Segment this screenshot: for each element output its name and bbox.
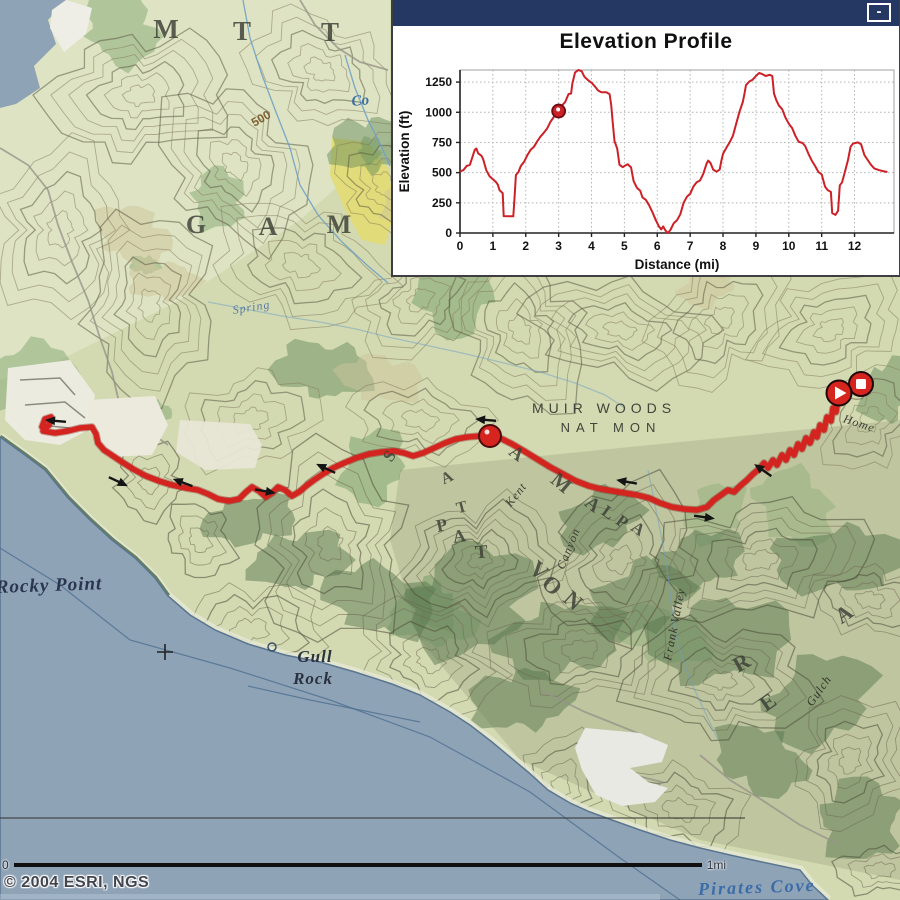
svg-text:G: G [186,210,206,239]
svg-text:9: 9 [753,239,760,253]
svg-text:11: 11 [815,239,828,253]
direction-arrow [316,463,336,474]
svg-text:1: 1 [490,239,497,253]
svg-text:12: 12 [848,239,862,253]
scale-bar-zero-label: 0 [2,858,9,872]
svg-text:T: T [474,541,489,563]
map-edge-strip [0,894,660,900]
svg-text:4: 4 [588,239,595,253]
chart-axes [459,70,894,234]
scale-bar: 0 1mi [2,858,726,872]
beach [50,0,92,52]
scale-bar-mile-label: 1mi [706,858,727,872]
depth-contours [0,547,681,900]
gull-rock-islet [267,642,277,652]
svg-text:10: 10 [782,239,796,253]
chart-title: Elevation Profile [559,30,733,53]
highland-light-area [0,0,390,380]
svg-text:500: 500 [432,166,452,180]
x-axis-label: Distance (mi) [635,257,720,272]
end-marker[interactable] [848,371,874,397]
svg-text:A: A [259,212,278,241]
svg-text:6: 6 [654,239,661,253]
direction-arrow [172,478,193,488]
svg-text:7: 7 [687,239,694,253]
svg-text:P: P [434,514,449,536]
chart-position-marker[interactable] [551,103,567,119]
y-axis-label: Elevation (ft) [397,111,412,193]
map-label-rocky-point: Rocky Point [0,573,103,598]
bay-water [0,0,66,108]
elevation-profile-panel: - Elevation Profile 0 1 2 3 4 5 6 7 8 9 10 11 12 0 250… [391,0,900,277]
stop-icon [856,379,866,389]
svg-text:M: M [153,14,178,44]
svg-text:2: 2 [522,239,529,253]
svg-text:M: M [327,210,352,239]
svg-text:0: 0 [445,226,452,240]
svg-text:8: 8 [720,239,727,253]
direction-arrow [754,464,773,478]
direction-arrow [693,512,715,522]
start-marker[interactable] [825,379,853,407]
ocean [0,436,830,900]
svg-text:T: T [321,17,339,47]
svg-text:5: 5 [621,239,628,253]
direction-arrow [254,486,276,496]
svg-text:1250: 1250 [425,75,452,89]
scale-bar-line [13,863,702,867]
direction-arrow [45,416,67,426]
graticule-cross [157,644,173,660]
map-label-creek-co: Co [351,92,370,110]
map-label-nat-mon: NAT MON [561,420,662,435]
map-label-muir-woods: MUIR WOODS [532,400,676,416]
waypoint-marker[interactable] [478,424,502,448]
map-label-gull: Gull [297,647,332,666]
svg-text:3: 3 [555,239,562,253]
elevation-chart: 0 1 2 3 4 5 6 7 8 9 10 11 12025050075010001250Distan… [397,69,895,272]
svg-text:750: 750 [432,135,452,149]
direction-arrow [108,476,128,487]
svg-text:1000: 1000 [425,105,452,119]
direction-arrow [616,477,638,487]
map-label-spring: Spring [232,297,272,317]
chart-grid [460,70,894,233]
panel-title-bar[interactable]: - [393,0,899,26]
minimize-button[interactable]: - [867,3,891,22]
svg-text:250: 250 [432,196,452,210]
map-label-pirates-cove: Pirates Cove [697,875,816,899]
elevation-line [459,69,888,234]
play-icon [835,386,847,400]
svg-text:T: T [454,498,469,517]
svg-text:A: A [451,525,467,547]
streams [207,0,719,741]
svg-text:T: T [233,16,251,46]
cliff-patch [575,728,668,806]
map-attribution: © 2004 ESRI, NGS [4,874,150,891]
direction-arrow [475,415,497,425]
map-label-rock: Rock [292,669,333,688]
plot-border [459,69,895,234]
svg-text:0: 0 [457,239,464,253]
contour-lines [0,3,900,897]
